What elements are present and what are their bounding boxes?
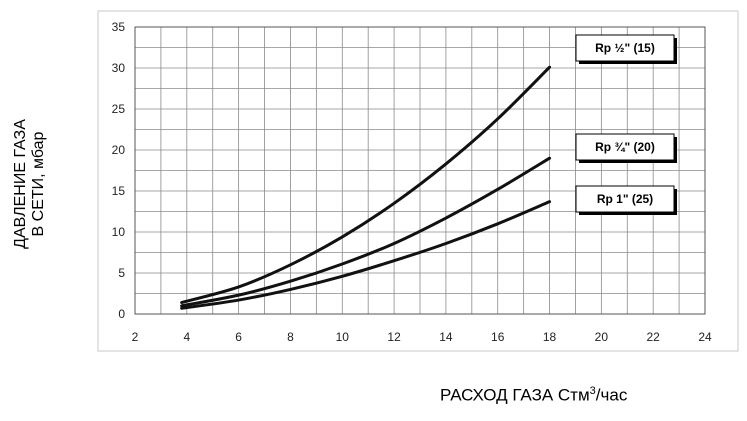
chart-frame bbox=[97, 10, 739, 352]
y-tick-label: 15 bbox=[112, 184, 126, 198]
series-label-box-3: Rp 1" (25) bbox=[575, 185, 677, 215]
grid bbox=[134, 26, 706, 315]
series-line-2 bbox=[180, 156, 552, 308]
x-axis-title: РАСХОД ГАЗА Стм3/час bbox=[440, 385, 745, 406]
series-label-frame bbox=[575, 34, 675, 62]
y-tick-label: 25 bbox=[112, 102, 126, 116]
x-tick-label: 10 bbox=[336, 330, 350, 344]
x-tick-label: 16 bbox=[491, 330, 505, 344]
y-tick-label: 20 bbox=[112, 143, 126, 157]
x-tick-label: 14 bbox=[439, 330, 453, 344]
x-tick-label: 18 bbox=[543, 330, 557, 344]
x-axis-title-sup: 3 bbox=[589, 385, 596, 397]
x-tick-label: 6 bbox=[235, 330, 242, 344]
series-label-text: Rp ¾" (20) bbox=[595, 140, 655, 154]
x-tick-label: 20 bbox=[595, 330, 609, 344]
y-tick-label: 0 bbox=[118, 307, 125, 321]
series-label-box-1: Rp ½" (15) bbox=[575, 34, 677, 64]
y-tick-label: 30 bbox=[112, 61, 126, 75]
x-tick-label: 24 bbox=[698, 330, 712, 344]
series-label-text: Rp 1" (25) bbox=[597, 192, 653, 206]
plot-area bbox=[134, 26, 706, 315]
x-tick-label: 12 bbox=[387, 330, 401, 344]
x-axis-title-tail: /час bbox=[595, 385, 628, 405]
series-label-box-2: Rp ¾" (20) bbox=[575, 133, 677, 163]
y-tick-label: 10 bbox=[112, 225, 126, 239]
series-line-3 bbox=[180, 200, 552, 310]
x-tick-label: 22 bbox=[647, 330, 661, 344]
y-tick-label: 5 bbox=[118, 266, 125, 280]
series-label-frame bbox=[575, 185, 675, 213]
x-tick-label: 8 bbox=[287, 330, 294, 344]
series-label-text: Rp ½" (15) bbox=[595, 41, 655, 55]
y-tick-label: 35 bbox=[112, 20, 126, 34]
x-tick-label: 4 bbox=[183, 330, 190, 344]
x-axis-title-main: РАСХОД ГАЗА Стм bbox=[440, 385, 590, 405]
x-tick-label: 2 bbox=[132, 330, 139, 344]
series-line-1 bbox=[180, 65, 552, 305]
series-label-frame bbox=[575, 133, 675, 161]
